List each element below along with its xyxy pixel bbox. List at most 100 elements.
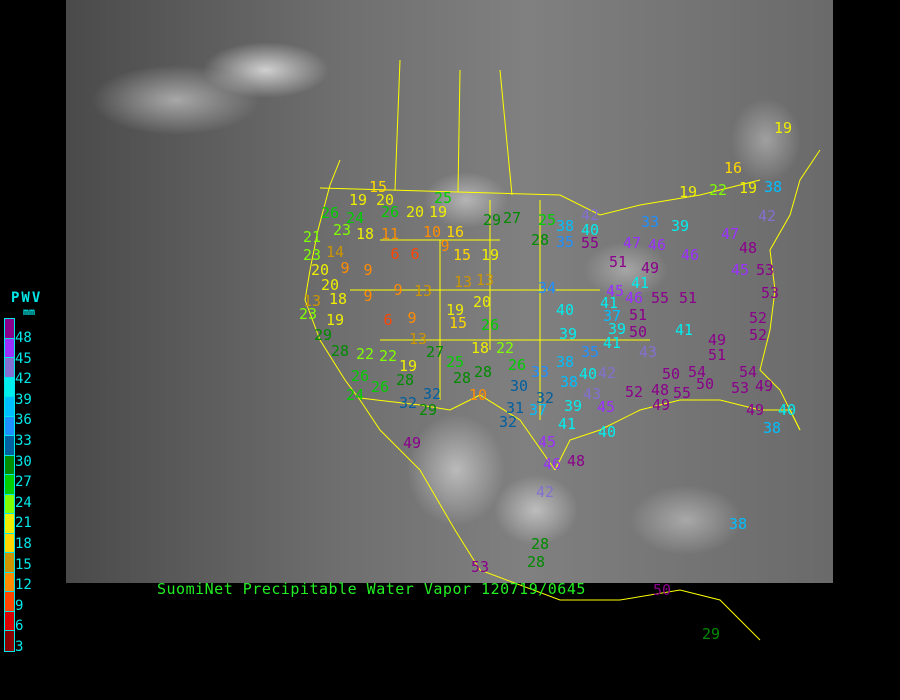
us-canada-border — [319, 179, 761, 216]
station-pwv-value: 18 — [470, 339, 490, 357]
legend-label: 48 — [15, 330, 32, 346]
station-pwv-value: 24 — [345, 209, 365, 227]
legend-swatch — [5, 611, 14, 631]
station-pwv-value: 23 — [298, 305, 318, 323]
station-pwv-value: 26 — [350, 367, 370, 385]
legend-label: 30 — [15, 453, 32, 470]
station-pwv-value: 26 — [370, 378, 390, 396]
station-pwv-value: 28 — [452, 369, 472, 387]
station-pwv-value: 28 — [395, 371, 415, 389]
station-pwv-value: 24 — [345, 386, 365, 404]
station-pwv-value: 54 — [687, 363, 707, 381]
station-pwv-value: 31 — [505, 399, 525, 417]
station-pwv-value: 16 — [445, 223, 465, 241]
station-pwv-value: 9 — [440, 237, 450, 255]
station-pwv-value: 22 — [708, 181, 728, 199]
station-pwv-value: 9 — [363, 287, 373, 305]
station-pwv-value: 25 — [433, 189, 453, 207]
station-pwv-value: 48 — [738, 239, 758, 257]
station-pwv-value: 35 — [580, 343, 600, 361]
legend-label: 6 — [15, 618, 24, 635]
station-pwv-value: 26 — [480, 316, 500, 334]
legend-swatch — [5, 553, 14, 573]
station-pwv-value: 29 — [701, 625, 721, 643]
us-mexico-border — [359, 394, 556, 471]
legend-swatch — [5, 533, 14, 553]
station-pwv-value: 50 — [695, 375, 715, 393]
station-pwv-value: 34 — [537, 279, 557, 297]
station-pwv-value: 6 — [390, 245, 400, 263]
station-pwv-value: 28 — [330, 342, 350, 360]
station-pwv-value: 9 — [407, 309, 417, 327]
station-pwv-value: 42 — [757, 207, 777, 225]
station-pwv-value: 51 — [707, 346, 727, 364]
station-pwv-value: 37 — [602, 307, 622, 325]
station-pwv-value: 46 — [647, 236, 667, 254]
station-pwv-value: 20 — [405, 203, 425, 221]
station-pwv-value: 49 — [640, 259, 660, 277]
station-pwv-value: 45 — [537, 433, 557, 451]
station-pwv-value: 47 — [622, 234, 642, 252]
legend-swatch — [5, 631, 14, 651]
station-pwv-value: 39 — [607, 320, 627, 338]
station-pwv-value: 19 — [678, 183, 698, 201]
station-pwv-value: 52 — [748, 326, 768, 344]
station-pwv-value: 40 — [777, 401, 797, 419]
station-pwv-value: 38 — [728, 515, 748, 533]
station-pwv-value: 39 — [670, 217, 690, 235]
station-pwv-value: 47 — [720, 225, 740, 243]
station-pwv-value: 40 — [580, 221, 600, 239]
legend-swatch — [5, 436, 14, 456]
station-pwv-value: 38 — [555, 217, 575, 235]
mexico-south-coast — [479, 569, 761, 641]
station-pwv-value: 25 — [445, 353, 465, 371]
station-pwv-value: 38 — [555, 353, 575, 371]
station-pwv-value: 40 — [555, 301, 575, 319]
legend-swatch — [5, 338, 14, 358]
station-pwv-value: 23 — [332, 221, 352, 239]
legend-label: 42 — [15, 371, 32, 388]
station-pwv-value: 45 — [730, 261, 750, 279]
station-pwv-value: 20 — [472, 293, 492, 311]
station-pwv-value: 19 — [738, 179, 758, 197]
station-pwv-value: 20 — [320, 276, 340, 294]
station-pwv-value: 28 — [473, 363, 493, 381]
station-pwv-value: 41 — [599, 294, 619, 312]
station-pwv-value: 45 — [596, 398, 616, 416]
station-pwv-value: 43 — [638, 343, 658, 361]
station-pwv-value: 40 — [597, 423, 617, 441]
legend-swatch — [5, 377, 14, 397]
station-pwv-value: 53 — [730, 379, 750, 397]
gulf-coast — [554, 399, 801, 471]
color-scale-bar — [4, 318, 15, 652]
canada-province-line-3 — [499, 69, 513, 196]
legend-swatch — [5, 514, 14, 534]
station-pwv-value: 19 — [480, 246, 500, 264]
station-pwv-value: 52 — [624, 383, 644, 401]
station-pwv-value: 19 — [445, 301, 465, 319]
legend-swatch — [5, 416, 14, 436]
station-pwv-value: 22 — [355, 345, 375, 363]
station-pwv-value: 49 — [651, 396, 671, 414]
station-pwv-value: 15 — [448, 314, 468, 332]
east-coast — [759, 149, 821, 431]
legend-unit: mm — [23, 307, 36, 318]
station-pwv-value: 11 — [380, 225, 400, 243]
station-pwv-value: 6 — [410, 245, 420, 263]
station-pwv-value: 40 — [578, 365, 598, 383]
legend-label: 45 — [15, 350, 32, 367]
station-pwv-value: 32 — [398, 394, 418, 412]
station-pwv-value: 32 — [535, 389, 555, 407]
legend-label: 21 — [15, 515, 32, 532]
station-pwv-value: 50 — [628, 323, 648, 341]
station-pwv-value: 9 — [363, 261, 373, 279]
station-pwv-value: 29 — [313, 326, 333, 344]
legend-label: 27 — [15, 474, 32, 491]
legend-label: 36 — [15, 412, 32, 429]
station-pwv-value: 22 — [495, 339, 515, 357]
west-coast — [304, 159, 481, 571]
station-pwv-value: 13 — [475, 271, 495, 289]
station-pwv-value: 52 — [748, 309, 768, 327]
legend-swatch — [5, 397, 14, 417]
station-pwv-value: 16 — [723, 159, 743, 177]
